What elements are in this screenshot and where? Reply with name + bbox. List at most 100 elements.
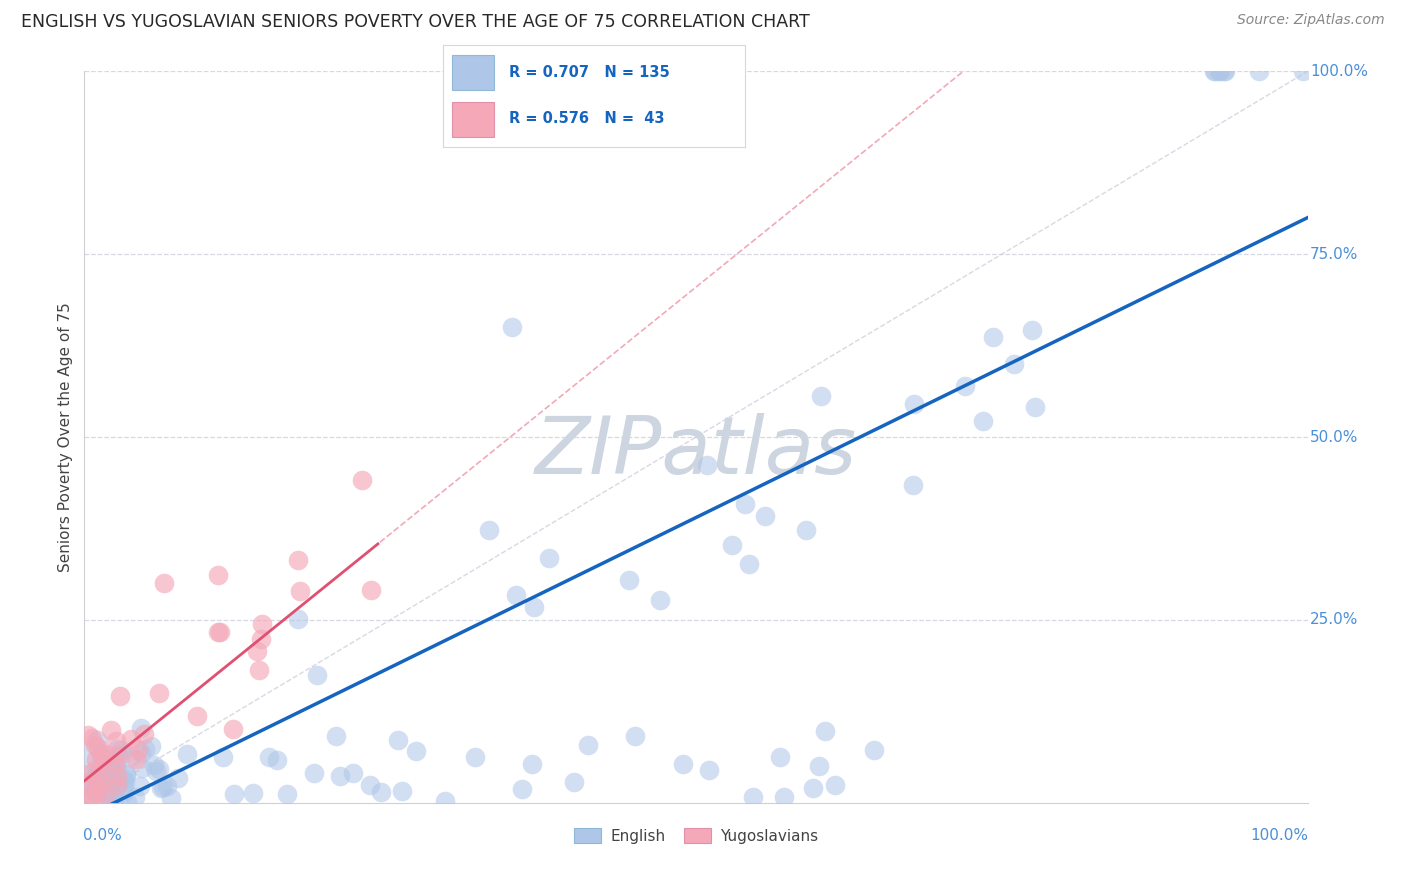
Point [523,599,546,614]
Point [537,550,560,565]
Point [207,625,229,640]
Point [104,784,127,798]
Point [86,780,108,794]
Point [93,787,115,801]
Point [124,752,146,766]
Point [93,773,115,788]
Point [250,632,273,646]
Point [98,775,121,789]
Point [502,320,524,334]
Point [370,785,392,799]
Point [91,756,114,770]
Point [90,747,112,762]
Point [86,780,108,794]
Point [115,796,138,810]
Text: R = 0.576   N =  43: R = 0.576 N = 43 [509,111,665,126]
Point [84,762,107,776]
Point [115,766,138,780]
Text: Source: ZipAtlas.com: Source: ZipAtlas.com [1237,13,1385,28]
Point [972,414,994,428]
Point [93,778,115,792]
Point [287,553,309,567]
Point [134,742,156,756]
Point [105,768,128,782]
Point [129,780,152,794]
Point [76,776,98,790]
Point [1249,64,1271,78]
FancyBboxPatch shape [451,55,495,90]
Point [1215,64,1237,78]
Point [807,759,830,773]
Point [305,668,328,682]
Point [359,778,381,792]
Point [112,781,135,796]
Point [91,767,114,781]
Point [697,763,720,777]
Point [672,757,695,772]
Point [101,755,124,769]
Point [101,760,124,774]
Point [242,786,264,800]
Text: 0.0%: 0.0% [83,829,122,844]
Point [93,747,115,762]
Point [86,766,108,780]
Point [112,772,135,786]
Point [617,573,640,587]
Point [773,789,796,804]
Point [132,727,155,741]
Point [96,777,118,791]
Point [124,789,146,804]
Point [83,783,105,797]
Point [152,780,174,794]
Point [97,796,120,810]
FancyBboxPatch shape [451,102,495,137]
Point [101,764,124,779]
Point [212,750,235,764]
Point [80,731,103,746]
Point [105,778,128,792]
Point [360,582,382,597]
Text: R = 0.707   N = 135: R = 0.707 N = 135 [509,65,671,79]
Point [434,794,457,808]
Point [1002,357,1025,371]
Point [97,790,120,805]
Point [142,758,165,772]
Point [257,750,280,764]
Point [247,663,270,677]
Legend: English, Yugoslavians: English, Yugoslavians [568,822,824,850]
Point [84,751,107,765]
Point [100,723,122,738]
Point [742,789,765,804]
Point [112,786,135,800]
Point [329,769,352,783]
Point [107,748,129,763]
Point [82,782,104,797]
Point [391,783,413,797]
Text: ENGLISH VS YUGOSLAVIAN SENIORS POVERTY OVER THE AGE OF 75 CORRELATION CHART: ENGLISH VS YUGOSLAVIAN SENIORS POVERTY O… [21,13,810,31]
Point [222,787,245,801]
Point [464,750,486,764]
Point [953,379,976,393]
Point [810,389,832,403]
Point [288,583,311,598]
Point [94,786,117,800]
Point [325,729,347,743]
Point [104,734,127,748]
Point [86,732,108,747]
Point [84,786,107,800]
Point [721,538,744,552]
Text: 25.0%: 25.0% [1310,613,1358,627]
Point [103,793,125,807]
Point [77,775,100,789]
Point [127,743,149,757]
Point [510,782,533,797]
Point [981,330,1004,344]
Point [79,747,101,761]
Point [120,732,142,747]
Point [522,756,544,771]
Point [114,775,136,789]
Point [87,782,110,797]
Point [222,722,245,736]
Point [131,762,153,776]
Point [110,743,132,757]
